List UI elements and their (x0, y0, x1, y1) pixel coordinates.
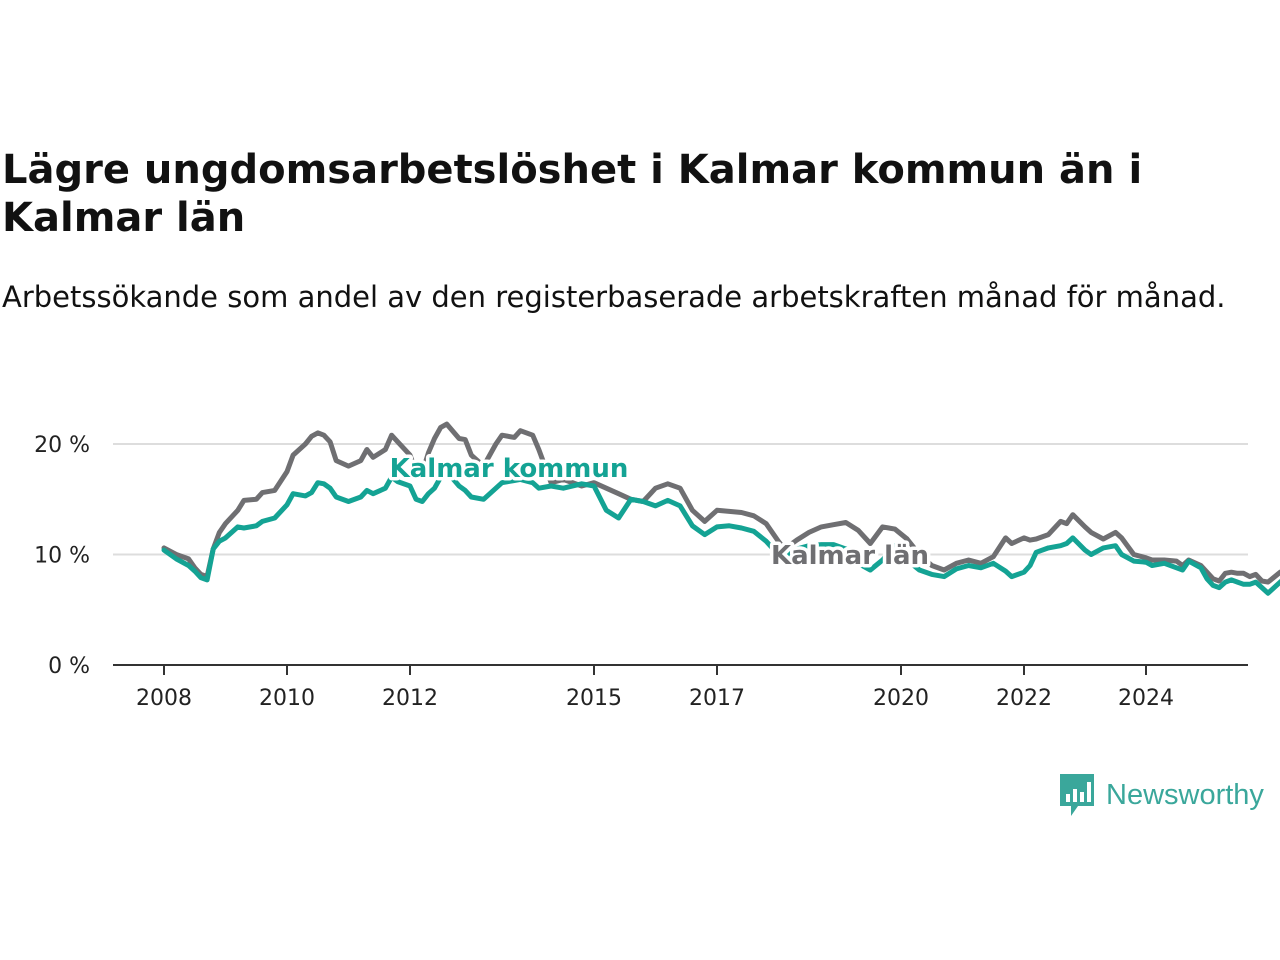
grid-layer (113, 443, 1248, 556)
y-tick-label-2: 20 % (34, 433, 90, 458)
series-line-kalmar-lan (161, 421, 1280, 585)
x-tick-label-0: 2008 (136, 686, 192, 711)
series-label-kalmar-kommun: Kalmar kommun (390, 454, 629, 484)
axis-layer: 0 % 10 % 20 % 2008 2010 2012 2015 2017 2020 2022 2… (34, 433, 1248, 711)
y-tick-label-1: 10 % (34, 544, 90, 569)
chart-subtitle: Arbetssökande som andel av den registerb… (2, 280, 1226, 314)
y-tick-label-0: 0 % (48, 654, 90, 679)
newsworthy-logo[interactable]: Newsworthy (1058, 772, 1264, 818)
series-line-kalmar-kommun (161, 469, 1280, 596)
x-tick-label-3: 2015 (566, 686, 622, 711)
series-label-kalmar-lan: Kalmar län (771, 541, 929, 571)
chart-title: Lägre ungdomsarbetslöshet i Kalmar kommu… (2, 147, 1143, 241)
series-layer (161, 421, 1280, 596)
x-tick-label-4: 2017 (689, 686, 745, 711)
x-tick-label-2: 2012 (382, 686, 438, 711)
x-tick-label-1: 2010 (259, 686, 315, 711)
x-tick-label-5: 2020 (873, 686, 929, 711)
x-tick-label-7: 2024 (1118, 686, 1174, 711)
newsworthy-logo-icon (1060, 774, 1094, 816)
newsworthy-logo-text: Newsworthy (1106, 778, 1264, 811)
x-tick-label-6: 2022 (996, 686, 1052, 711)
